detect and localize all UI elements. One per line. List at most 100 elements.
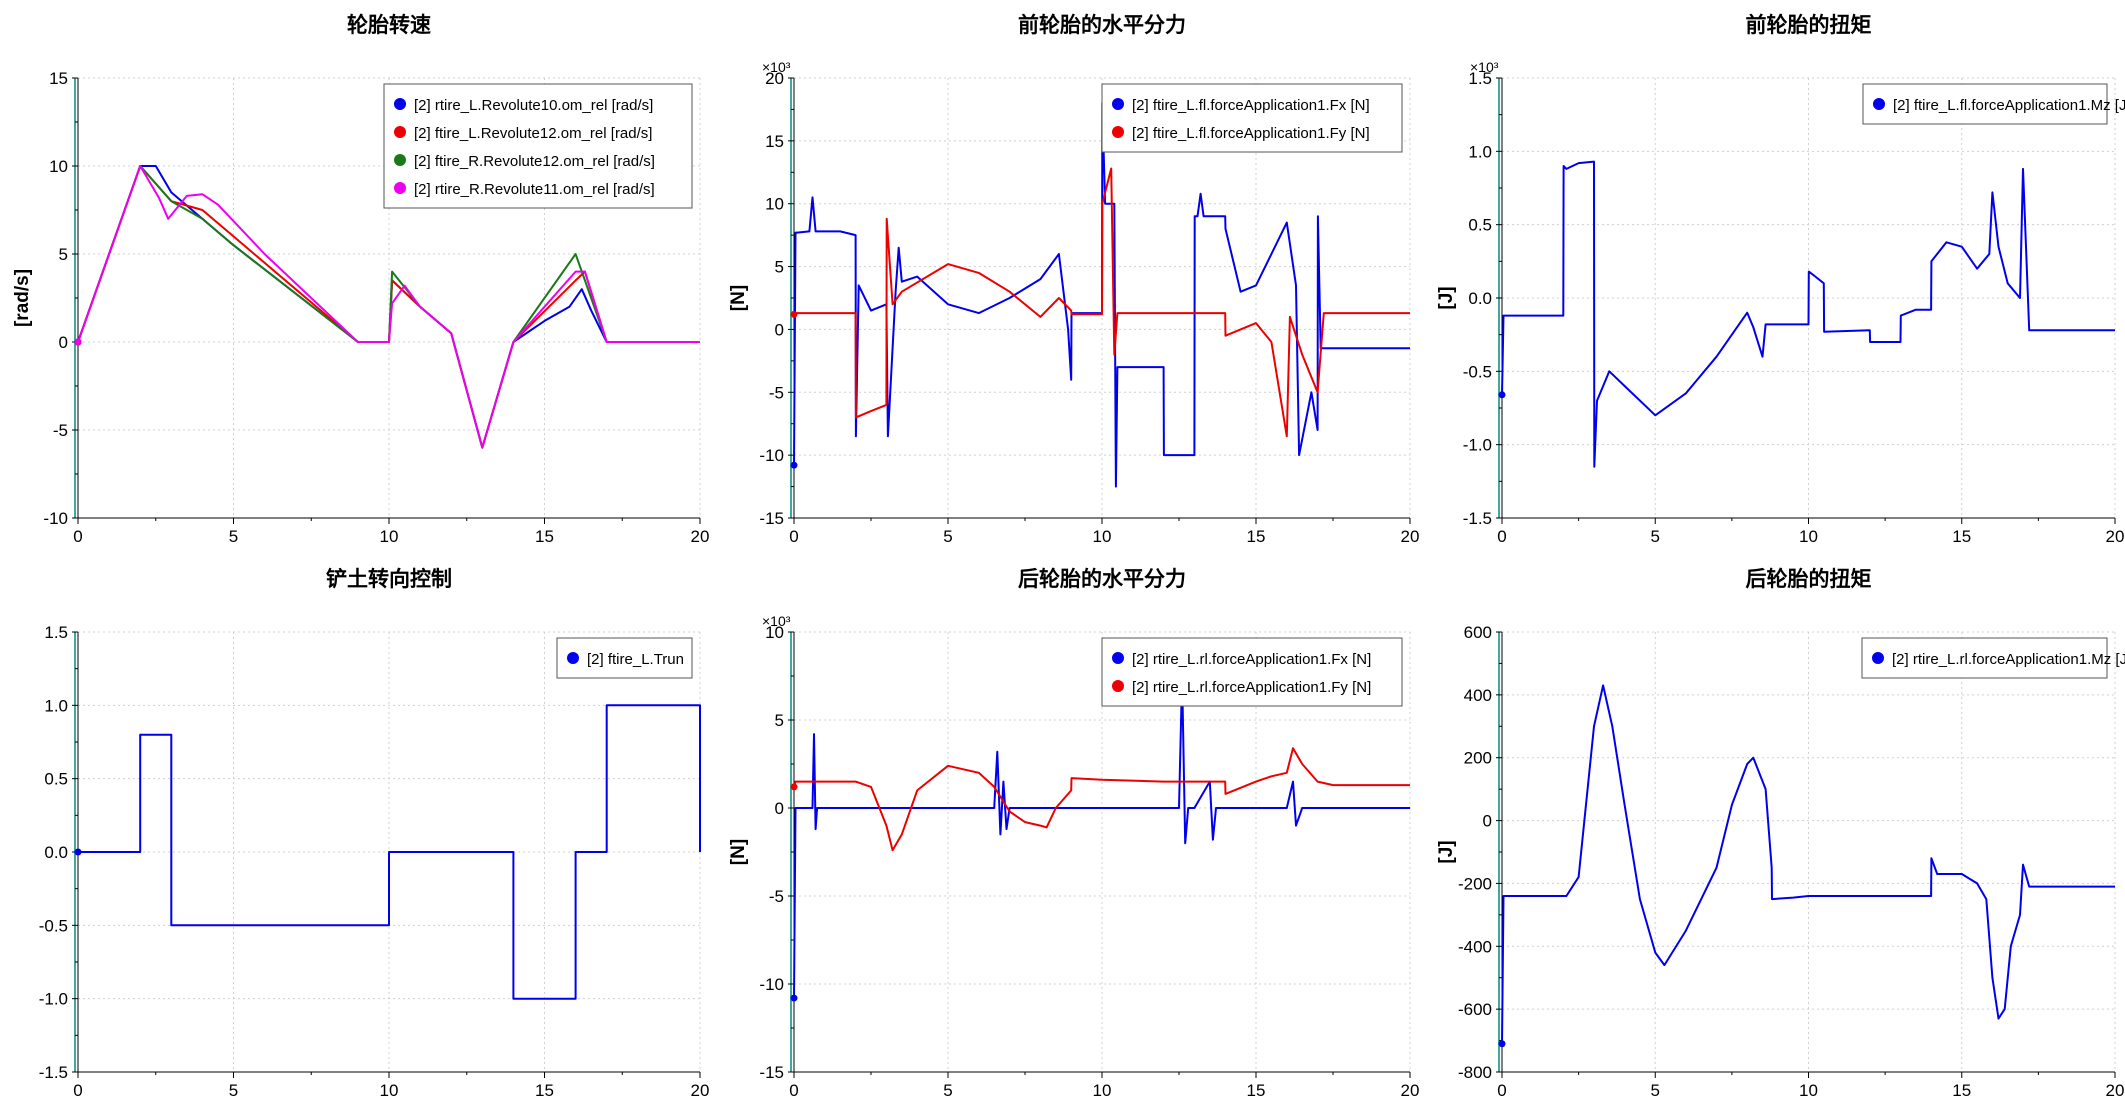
series-line-1 [1501,160,2115,468]
chart-title: 轮胎转速 [347,13,431,37]
legend-entry: [2] ftire_L.fl.forceApplication1.Mz [J] [1893,97,2125,114]
y-tick-label: 0 [59,333,68,352]
legend-marker [1873,98,1885,110]
legend-marker [1112,680,1124,692]
axis-exponent: ×10³ [762,59,791,75]
y-tick-label: -5 [769,887,784,906]
series-start-point [790,994,798,1002]
y-tick-label: -400 [1458,937,1492,956]
chart-title: 后轮胎的扭矩 [1746,567,1872,591]
x-tick-label: 10 [380,1081,399,1100]
chart-panel-1: 轮胎转速 -10 -5 0 5 10 15 0 5 10 15 20 [rad/s] [2] rtire_… [12,13,709,546]
x-tick-label: 20 [2106,527,2125,546]
legend[interactable]: [2] ftire_L.Trun [556,637,693,679]
y-tick-label: -10 [43,509,68,528]
y-tick-label: 1.0 [44,696,68,715]
y-tick-label: -1.0 [39,990,68,1009]
y-axis-label: [rad/s] [12,269,33,327]
y-tick-label: 1.0 [1468,142,1492,161]
legend-marker [567,652,579,664]
legend-entry: [2] ftire_L.fl.forceApplication1.Fy [N] [1132,125,1370,142]
y-tick-label: 20 [765,69,784,88]
x-tick-label: 5 [229,1081,238,1100]
x-tick-label: 20 [1401,527,1420,546]
y-tick-label: 0.5 [1468,216,1492,235]
x-tick-label: 0 [1497,527,1506,546]
legend-marker [1112,126,1124,138]
legend-entry: [2] rtire_L.Revolute10.om_rel [rad/s] [414,97,653,114]
legend-marker [394,182,406,194]
y-tick-label: 10 [765,623,784,642]
y-tick-label: 5 [775,711,784,730]
series-line-2 [793,747,1410,852]
series-start-point [1498,1040,1506,1048]
y-tick-label: -0.5 [1463,362,1492,381]
legend-marker [394,126,406,138]
series-start-point [74,338,82,346]
x-tick-label: 0 [789,1081,798,1100]
series-line-1 [78,704,701,1000]
legend-marker [1112,652,1124,664]
x-tick-label: 10 [1093,527,1112,546]
y-tick-label: -15 [759,509,784,528]
legend-marker [1112,98,1124,110]
legend-entry: [2] ftire_R.Revolute12.om_rel [rad/s] [414,153,655,170]
chart-title: 后轮胎的水平分力 [1018,567,1186,591]
legend-marker [394,98,406,110]
x-tick-label: 15 [535,1081,554,1100]
y-tick-label: 5 [59,245,68,264]
x-tick-label: 0 [73,527,82,546]
legend[interactable]: [2] rtire_L.rl.forceApplication1.Fx [N] [… [1101,637,1403,707]
y-tick-label: -0.5 [39,916,68,935]
chart-title: 铲土转向控制 [326,567,452,591]
x-tick-label: 5 [229,527,238,546]
x-tick-label: 10 [380,527,399,546]
y-tick-label: -1.5 [39,1063,68,1082]
y-tick-label: -1.5 [1463,509,1492,528]
x-tick-label: 5 [1651,527,1660,546]
legend[interactable]: [2] rtire_L.Revolute10.om_rel [rad/s] [2]… [383,83,693,209]
legend[interactable]: [2] rtire_L.rl.forceApplication1.Mz [J] [1861,637,2125,679]
x-tick-label: 15 [1247,1081,1266,1100]
y-tick-label: 0.5 [44,770,68,789]
legend-entry: [2] ftire_L.Trun [587,651,684,668]
y-axis-label: [N] [728,839,749,865]
y-tick-label: 200 [1464,749,1492,768]
series-start-point [790,310,798,318]
legend-box [383,83,693,209]
y-tick-label: 1.5 [1468,69,1492,88]
series-start-point [74,848,82,856]
axis-exponent: ×10³ [1470,59,1499,75]
x-tick-label: 20 [691,527,710,546]
legend-entry: [2] rtire_L.rl.forceApplication1.Mz [J] [1892,651,2125,668]
legend-entry: [2] rtire_R.Revolute11.om_rel [rad/s] [414,181,655,198]
x-tick-label: 15 [1247,527,1266,546]
y-tick-label: -200 [1458,874,1492,893]
grid-lines [1501,631,2116,1073]
chart-title: 前轮胎的水平分力 [1018,13,1186,37]
y-tick-label: 0 [1483,812,1492,831]
series-start-point [1498,391,1506,399]
legend-entry: [2] ftire_L.fl.forceApplication1.Fx [N] [1132,97,1370,114]
chart-panel-3: 前轮胎的扭矩 ×10³ -1.5 -1.0 -0.5 0.0 0.5 1.0 1.5 0 5 10 15… [1436,13,2125,546]
legend-entry: [2] ftire_L.Revolute12.om_rel [rad/s] [414,125,652,142]
legend[interactable]: [2] ftire_L.fl.forceApplication1.Fx [N] [… [1101,83,1403,153]
x-tick-label: 5 [943,1081,952,1100]
x-tick-label: 15 [535,527,554,546]
x-tick-label: 0 [1497,1081,1506,1100]
y-tick-label: 10 [49,157,68,176]
legend-box [1101,637,1403,707]
x-tick-label: 10 [1093,1081,1112,1100]
series-line-3 [77,165,700,449]
series-line-2 [794,167,1410,438]
legend-marker [1872,652,1884,664]
y-tick-label: 10 [765,195,784,214]
x-tick-label: 5 [943,527,952,546]
y-axis-label: [N] [728,285,749,311]
chart-panel-4: 铲土转向控制 -1.5 -1.0 -0.5 0.0 0.5 1.0 1.5 0 5 10 15 20 [2… [39,567,710,1100]
x-tick-label: 10 [1799,1081,1818,1100]
legend[interactable]: [2] ftire_L.fl.forceApplication1.Mz [J] [1862,83,2125,125]
y-axis-label: [J] [1436,840,1457,863]
legend-box [1861,637,2108,679]
